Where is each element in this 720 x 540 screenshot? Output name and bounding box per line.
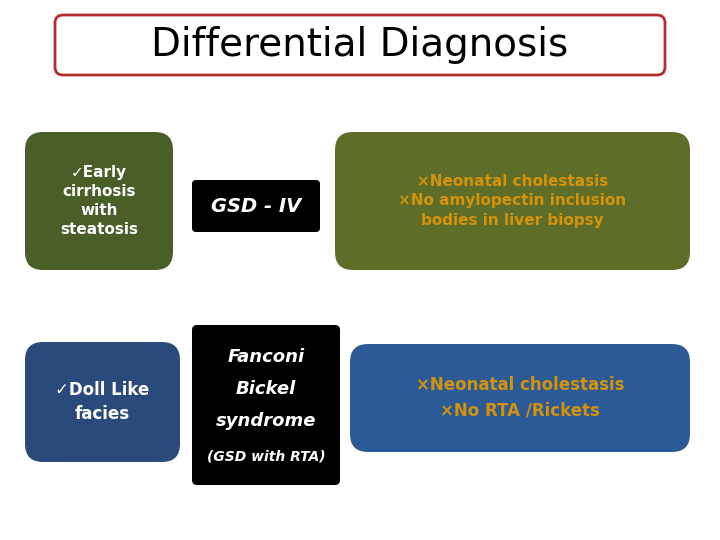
FancyBboxPatch shape (350, 344, 690, 452)
FancyBboxPatch shape (335, 132, 690, 270)
Text: Bickel: Bickel (236, 380, 296, 398)
FancyBboxPatch shape (55, 15, 665, 75)
Text: ✓Doll Like
facies: ✓Doll Like facies (55, 381, 150, 423)
Text: syndrome: syndrome (216, 412, 316, 430)
Text: Fanconi: Fanconi (228, 348, 305, 366)
Text: ×Neonatal cholestasis
×No amylopectin inclusion
bodies in liver biopsy: ×Neonatal cholestasis ×No amylopectin in… (398, 174, 626, 228)
Text: ×Neonatal cholestasis
×No RTA /Rickets: ×Neonatal cholestasis ×No RTA /Rickets (415, 376, 624, 420)
Text: (GSD with RTA): (GSD with RTA) (207, 449, 325, 463)
Text: Differential Diagnosis: Differential Diagnosis (151, 26, 569, 64)
FancyBboxPatch shape (192, 180, 320, 232)
FancyBboxPatch shape (25, 132, 173, 270)
FancyBboxPatch shape (192, 325, 340, 485)
Text: ✓Early
cirrhosis
with
steatosis: ✓Early cirrhosis with steatosis (60, 165, 138, 237)
FancyBboxPatch shape (25, 342, 180, 462)
Text: GSD - IV: GSD - IV (211, 197, 301, 215)
